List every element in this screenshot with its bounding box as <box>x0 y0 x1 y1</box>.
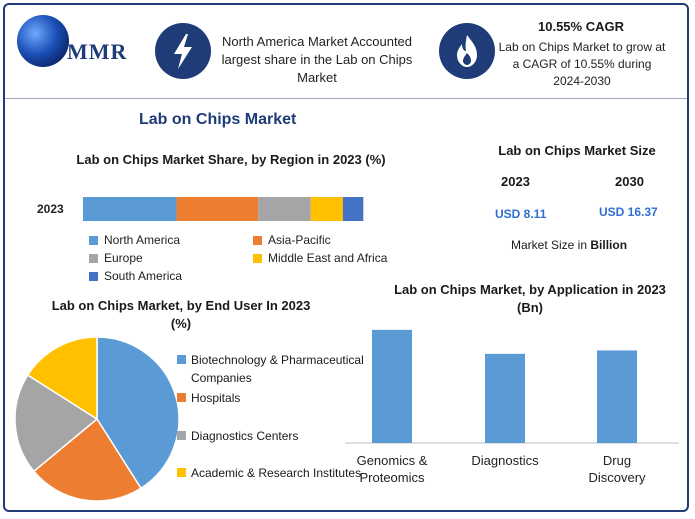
market-size-year-2030: 2030 <box>615 174 644 189</box>
legend-swatch <box>177 393 186 402</box>
region-bar-segment-3 <box>310 197 343 221</box>
application-bar-2 <box>597 350 637 443</box>
legend-swatch <box>177 468 186 477</box>
legend-asia-pacific: Asia-Pacific <box>253 233 331 247</box>
region-bar-segment-4 <box>342 197 364 221</box>
svg-text:2023: 2023 <box>37 202 64 216</box>
application-bar-chart: Genomics & Proteomics Diagnostics Drug Disco… <box>345 329 679 485</box>
highlight-north-america: North America Market Accounted largest s… <box>221 34 413 85</box>
legend-diagnostics-centers: Diagnostics Centers <box>177 427 367 445</box>
cagr-text: Lab on Chips Market to grow at a CAGR of… <box>498 40 666 88</box>
application-chart-title: Lab on Chips Market, by Application in 2… <box>394 282 666 315</box>
legend-north-america: North America <box>89 233 180 247</box>
region-bar-segment-2 <box>258 197 311 221</box>
pie-slice-2 <box>14 374 99 473</box>
application-tick-label-0: Genomics & Proteomics <box>357 453 428 485</box>
lightning-bolt-icon <box>155 23 211 79</box>
flame-icon <box>439 23 495 79</box>
region-bar-segment-0 <box>83 197 177 221</box>
legend-swatch <box>177 355 186 364</box>
legend-swatch <box>177 431 186 440</box>
legend-europe: Europe <box>89 251 143 265</box>
main-title: Lab on Chips Market <box>139 111 297 128</box>
legend-academic: Academic & Research Institutes <box>177 464 367 482</box>
application-tick-label-2: Drug Discovery <box>588 453 646 485</box>
region-bar-segment-1 <box>176 197 259 221</box>
legend-label: Biotechnology & Pharmaceutical Companies <box>191 353 364 385</box>
region-stacked-bar-chart: 2023 <box>37 197 364 221</box>
legend-label: South America <box>104 269 183 283</box>
legend-label: Hospitals <box>191 391 241 405</box>
unit-bold: Billion <box>590 238 628 252</box>
end-user-pie-chart <box>14 336 180 502</box>
pie-slice-3 <box>26 336 98 421</box>
legend-label: North America <box>104 233 181 247</box>
legend-middle-east-africa: Middle East and Africa <box>253 251 387 265</box>
legend-label: Academic & Research Institutes <box>191 466 362 480</box>
market-size-value-2023: USD 8.11 <box>495 207 547 221</box>
legend-hospitals: Hospitals <box>177 389 367 407</box>
market-size-title: Lab on Chips Market Size <box>498 143 656 158</box>
application-tick-label-1: Diagnostics <box>471 453 539 468</box>
legend-swatch <box>253 253 262 263</box>
legend-biotech: Biotechnology & Pharmaceutical Companies <box>177 351 367 387</box>
market-size-year-2023: 2023 <box>501 174 530 189</box>
end-user-chart-title: Lab on Chips Market, by End User In 2023… <box>51 298 311 331</box>
pie-slice-1 <box>32 417 142 502</box>
region-legend: North America Asia-Pacific Europe Middle… <box>89 233 409 285</box>
cagr-title: 10.55% CAGR <box>538 19 624 34</box>
market-size-value-2030: USD 16.37 <box>599 205 658 219</box>
region-chart-title: Lab on Chips Market Share, by Region in … <box>76 152 386 167</box>
legend-label: Asia-Pacific <box>268 233 331 247</box>
legend-swatch <box>89 253 98 263</box>
legend-label: Europe <box>104 251 143 265</box>
market-size-unit: Market Size in Billion <box>511 238 627 252</box>
logo-text: MMR <box>67 39 128 64</box>
application-bar-1 <box>485 353 525 443</box>
unit-prefix: Market Size in <box>511 238 591 252</box>
legend-swatch <box>89 235 98 245</box>
header-divider <box>5 98 687 99</box>
legend-label: Diagnostics Centers <box>191 429 299 443</box>
logo-globe-icon <box>17 15 69 67</box>
legend-south-america: South America <box>89 269 182 283</box>
end-user-legend: Biotechnology & Pharmaceutical Companies… <box>177 351 367 501</box>
legend-label: Middle East and Africa <box>268 251 388 265</box>
legend-swatch <box>89 271 98 281</box>
legend-swatch <box>253 235 262 245</box>
application-bar-0 <box>372 329 412 443</box>
infographic-frame: MMR North America Market Accounted large… <box>3 3 689 512</box>
